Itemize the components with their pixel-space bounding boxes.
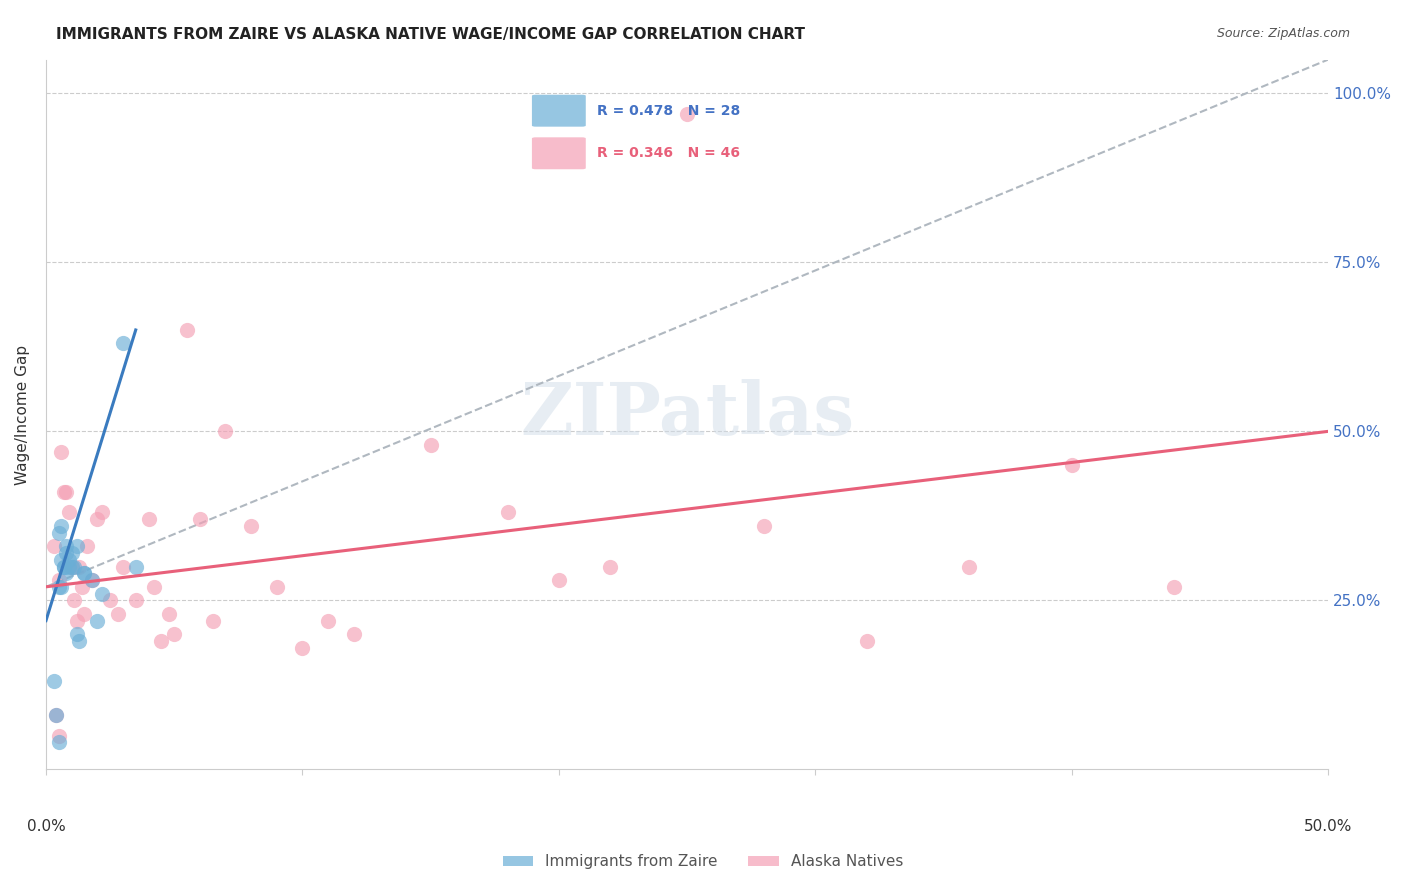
Point	[107, 607, 129, 621]
Point	[48, 525, 70, 540]
Point	[67, 559, 90, 574]
Point	[125, 593, 148, 607]
Point	[316, 614, 339, 628]
Point	[51, 519, 73, 533]
Point	[855, 633, 877, 648]
Point	[48, 729, 70, 743]
Point	[1163, 580, 1185, 594]
Point	[63, 593, 86, 607]
Text: Source: ZipAtlas.com: Source: ZipAtlas.com	[1216, 27, 1350, 40]
Point	[201, 614, 224, 628]
Point	[188, 512, 211, 526]
Point	[599, 559, 621, 574]
Point	[150, 633, 173, 648]
Legend: Immigrants from Zaire, Alaska Natives: Immigrants from Zaire, Alaska Natives	[496, 848, 910, 875]
Point	[176, 323, 198, 337]
Point	[60, 559, 83, 574]
Point	[45, 708, 67, 723]
Point	[58, 559, 80, 574]
Point	[82, 573, 104, 587]
Point	[66, 539, 89, 553]
Point	[67, 633, 90, 648]
Point	[142, 580, 165, 594]
Point	[66, 614, 89, 628]
Text: IMMIGRANTS FROM ZAIRE VS ALASKA NATIVE WAGE/INCOME GAP CORRELATION CHART: IMMIGRANTS FROM ZAIRE VS ALASKA NATIVE W…	[56, 27, 806, 42]
Point	[496, 506, 519, 520]
Point	[58, 506, 80, 520]
Point	[73, 607, 96, 621]
Point	[240, 519, 263, 533]
Point	[48, 735, 70, 749]
Text: 0.0%: 0.0%	[27, 819, 65, 834]
Point	[91, 506, 114, 520]
Point	[125, 559, 148, 574]
Point	[52, 559, 75, 574]
Point	[73, 566, 96, 581]
Point	[45, 708, 67, 723]
Point	[163, 627, 186, 641]
Point	[42, 674, 65, 689]
Point	[60, 546, 83, 560]
Point	[58, 553, 80, 567]
Point	[343, 627, 366, 641]
Point	[55, 546, 77, 560]
Point	[51, 553, 73, 567]
Point	[157, 607, 180, 621]
Point	[214, 425, 236, 439]
Point	[55, 485, 77, 500]
Text: ZIPatlas: ZIPatlas	[520, 379, 853, 450]
Point	[76, 539, 98, 553]
Point	[266, 580, 288, 594]
Y-axis label: Wage/Income Gap: Wage/Income Gap	[15, 344, 30, 484]
Text: 50.0%: 50.0%	[1303, 819, 1353, 834]
Point	[52, 559, 75, 574]
Point	[86, 512, 108, 526]
Point	[63, 559, 86, 574]
Point	[1060, 458, 1083, 472]
Point	[676, 106, 699, 120]
Point	[52, 485, 75, 500]
Point	[51, 580, 73, 594]
Point	[86, 614, 108, 628]
Point	[55, 566, 77, 581]
Point	[138, 512, 160, 526]
Point	[291, 640, 314, 655]
Point	[91, 586, 114, 600]
Point	[66, 627, 89, 641]
Point	[73, 566, 96, 581]
Point	[82, 573, 104, 587]
Point	[752, 519, 775, 533]
Point	[111, 336, 134, 351]
Point	[55, 539, 77, 553]
Point	[111, 559, 134, 574]
Point	[419, 438, 441, 452]
Point	[60, 559, 83, 574]
Point	[98, 593, 121, 607]
Point	[42, 539, 65, 553]
Point	[48, 580, 70, 594]
Point	[51, 444, 73, 458]
Point	[70, 580, 93, 594]
Point	[547, 573, 569, 587]
Point	[957, 559, 980, 574]
Point	[48, 573, 70, 587]
